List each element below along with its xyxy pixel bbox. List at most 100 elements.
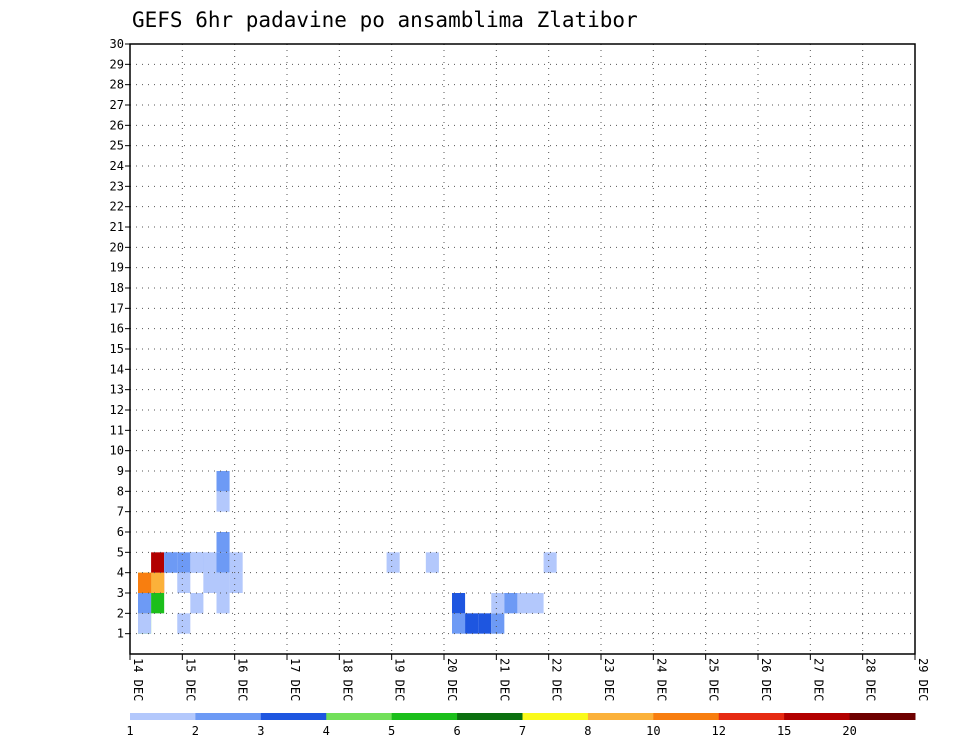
colorbar-label: 20 <box>842 724 856 738</box>
colorbar-segment <box>130 713 196 720</box>
colorbar-label: 7 <box>519 724 526 738</box>
colorbar-label: 15 <box>777 724 791 738</box>
y-tick-label: 30 <box>110 37 124 51</box>
heatmap-cell <box>425 552 439 573</box>
y-tick-label: 15 <box>110 342 124 356</box>
colorbar-label: 8 <box>584 724 591 738</box>
heatmap-cell <box>138 613 152 634</box>
heatmap-cell <box>465 613 479 634</box>
heatmap-cell <box>229 572 243 593</box>
colorbar-label: 4 <box>323 724 330 738</box>
y-tick-label: 26 <box>110 118 124 132</box>
y-tick-label: 11 <box>110 423 124 437</box>
heatmap-cell <box>203 552 217 573</box>
colorbar-segment <box>326 713 393 720</box>
colorbar-segment <box>391 713 458 720</box>
x-tick-label: 23 DEC <box>602 658 616 701</box>
y-tick-label: 13 <box>110 383 124 397</box>
x-tick-label: 19 DEC <box>393 658 407 701</box>
heatmap-cells <box>138 471 557 634</box>
colorbar-segment <box>457 713 523 720</box>
x-tick-label: 26 DEC <box>759 658 773 701</box>
heatmap-cell <box>504 593 518 614</box>
chart-title: GEFS 6hr padavine po ansamblima Zlatibor <box>132 8 638 32</box>
y-tick-label: 5 <box>117 545 124 559</box>
y-tick-label: 12 <box>110 403 124 417</box>
y-tick-label: 21 <box>110 220 124 234</box>
y-tick-label: 27 <box>110 98 124 112</box>
colorbar-label: 10 <box>646 724 660 738</box>
colorbar-segment <box>195 713 262 720</box>
heatmap-cell <box>151 593 165 614</box>
x-tick-label: 22 DEC <box>550 658 564 701</box>
heatmap-cell <box>164 552 178 573</box>
colorbar-label: 1 <box>126 724 133 738</box>
colorbar-label: 3 <box>257 724 264 738</box>
x-tick-label: 28 DEC <box>864 658 878 701</box>
heatmap-cell <box>177 552 191 573</box>
heatmap-cell <box>452 613 466 634</box>
x-tick-label: 14 DEC <box>131 658 145 701</box>
x-tick-label: 21 DEC <box>497 658 511 701</box>
colorbar-segment <box>784 713 851 720</box>
x-tick-label: 18 DEC <box>340 658 354 701</box>
y-tick-label: 24 <box>110 159 124 173</box>
y-tick-label: 29 <box>110 57 124 71</box>
y-tick-label: 20 <box>110 240 124 254</box>
y-tick-label: 17 <box>110 301 124 315</box>
heatmap-cell <box>216 572 230 593</box>
plot-frame <box>129 43 916 655</box>
heatmap-cell <box>478 613 492 634</box>
y-tick-label: 23 <box>110 179 124 193</box>
heatmap-cell <box>216 471 230 492</box>
x-tick-label: 16 DEC <box>236 658 250 701</box>
y-tick-label: 8 <box>117 484 124 498</box>
x-tick-label: 17 DEC <box>288 658 302 701</box>
heatmap-cell <box>543 552 557 573</box>
x-tick-label: 15 DEC <box>183 658 197 701</box>
y-tick-label: 3 <box>117 586 124 600</box>
heatmap-cell <box>177 613 191 634</box>
y-axis-ticks: 1234567891011121314151617181920212223242… <box>110 37 130 641</box>
heatmap-cell <box>203 572 217 593</box>
x-tick-label: 29 DEC <box>916 658 930 701</box>
heatmap-cell <box>177 572 191 593</box>
colorbar-segment <box>587 713 654 720</box>
heatmap-cell <box>151 552 165 573</box>
grid-lines <box>130 43 915 654</box>
heatmap-cell <box>190 552 204 573</box>
y-tick-label: 22 <box>110 200 124 214</box>
y-tick-label: 19 <box>110 261 124 275</box>
heatmap-cell <box>216 552 230 573</box>
colorbar-legend: 1 2 3 4 5 6 7 8 10 12 15 20 <box>126 713 916 738</box>
y-tick-label: 18 <box>110 281 124 295</box>
y-tick-label: 1 <box>117 627 124 641</box>
colorbar-label: 2 <box>192 724 199 738</box>
y-tick-label: 25 <box>110 139 124 153</box>
y-tick-label: 28 <box>110 78 124 92</box>
colorbar-label: 6 <box>453 724 460 738</box>
y-tick-label: 2 <box>117 606 124 620</box>
heatmap-cell <box>216 491 230 512</box>
x-tick-label: 25 DEC <box>707 658 721 701</box>
colorbar-segment <box>653 713 720 720</box>
y-tick-label: 10 <box>110 444 124 458</box>
heatmap-cell <box>138 593 152 614</box>
y-tick-label: 4 <box>117 566 124 580</box>
heatmap-cell <box>190 593 204 614</box>
y-tick-label: 14 <box>110 362 124 376</box>
x-tick-label: 24 DEC <box>654 658 668 701</box>
heatmap-cell <box>216 593 230 614</box>
colorbar-segment <box>849 713 916 720</box>
y-tick-label: 7 <box>117 505 124 519</box>
colorbar-label: 5 <box>388 724 395 738</box>
x-axis-ticks: 14 DEC 15 DEC 16 DEC 17 DEC 18 DEC 19 DEC 20 D… <box>129 654 930 701</box>
colorbar-segment <box>718 713 785 720</box>
y-tick-label: 16 <box>110 322 124 336</box>
heatmap-cell <box>491 613 505 634</box>
heatmap-cell <box>452 593 466 614</box>
heatmap-cell <box>151 572 165 593</box>
heatmap-cell <box>517 593 531 614</box>
heatmap-cell <box>138 572 152 593</box>
